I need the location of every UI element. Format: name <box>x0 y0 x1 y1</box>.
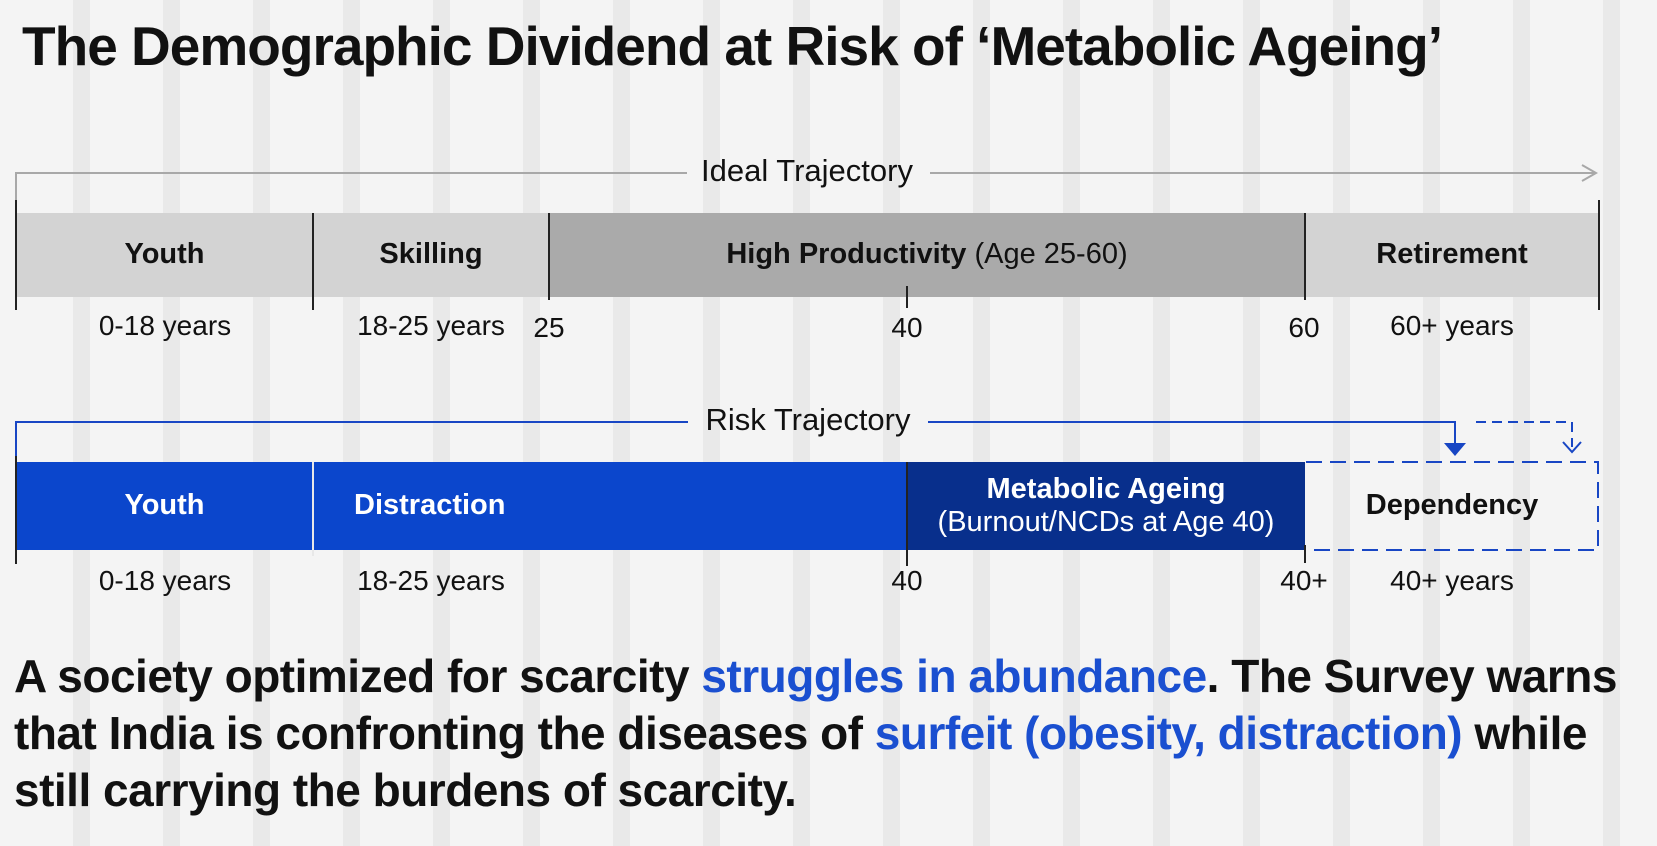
risk-youth-range: 0-18 years <box>98 565 232 596</box>
risk-tick-40-plus <box>1304 545 1306 563</box>
risk-segment-youth: Youth <box>16 462 313 550</box>
ideal-divider-60 <box>1304 213 1306 300</box>
page-title: The Demographic Dividend at Risk of ‘Met… <box>22 15 1443 77</box>
risk-divider-40 <box>906 462 908 566</box>
ideal-segment-youth: Youth <box>16 213 313 297</box>
ideal-tick-60-label: 60 <box>1288 312 1320 343</box>
ideal-divider-25 <box>548 213 550 300</box>
summary-text-3: while still carrying the burdens of scar… <box>14 707 1587 816</box>
high-productivity-note: (Age 25-60) <box>974 238 1128 271</box>
risk-segment-distraction-label: Distraction <box>354 489 506 522</box>
risk-divider-start <box>15 456 17 564</box>
summary-text-1: A society optimized for scarcity <box>14 650 702 702</box>
risk-segment-dependency-label: Dependency <box>1365 489 1539 522</box>
ideal-tick-40-label: 40 <box>891 312 923 343</box>
ideal-segment-skilling-label: Skilling <box>379 238 483 271</box>
risk-distraction-range: 18-25 years <box>357 565 505 596</box>
ideal-segment-skilling: Skilling <box>313 213 549 297</box>
summary-highlight-surfeit: surfeit (obesity, distraction) <box>874 707 1463 759</box>
ideal-divider-end <box>1598 200 1600 310</box>
ideal-tick-40 <box>906 286 908 308</box>
ideal-segment-retirement: Retirement <box>1305 213 1599 297</box>
risk-segment-youth-label: Youth <box>124 489 205 522</box>
risk-divider-18 <box>312 462 314 556</box>
risk-segment-dependency: Dependency <box>1306 462 1598 550</box>
ideal-retirement-range: 60+ years <box>1390 310 1514 341</box>
ideal-segment-retirement-label: Retirement <box>1376 238 1528 271</box>
risk-segment-distraction: Distraction <box>313 462 907 550</box>
ideal-divider-start <box>15 200 17 310</box>
metabolic-ageing-note: (Burnout/NCDs at Age 40) <box>937 506 1275 538</box>
ideal-skilling-range: 18-25 years <box>357 310 505 341</box>
ideal-trajectory-label: Ideal Trajectory <box>701 153 913 188</box>
high-productivity-label: High Productivity <box>726 238 967 271</box>
ideal-segment-youth-label: Youth <box>124 238 205 271</box>
ideal-divider-18 <box>312 213 314 310</box>
summary-paragraph: A society optimized for scarcity struggl… <box>14 648 1654 819</box>
risk-dependency-range: 40+ years <box>1390 565 1514 596</box>
risk-segment-metabolic-ageing: Metabolic Ageing (Burnout/NCDs at Age 40… <box>907 462 1305 550</box>
risk-trajectory-label: Risk Trajectory <box>705 402 911 437</box>
summary-text-2: . The Survey warns that India is confron… <box>14 650 1617 759</box>
risk-tick-40-plus-label: 40+ <box>1280 565 1328 596</box>
ideal-tick-25-label: 25 <box>533 312 565 343</box>
summary-highlight-abundance: struggles in abundance <box>701 650 1207 702</box>
metabolic-ageing-label: Metabolic Ageing <box>986 472 1226 505</box>
ideal-segment-high-productivity: High Productivity (Age 25-60) <box>549 213 1305 297</box>
ideal-youth-range: 0-18 years <box>98 310 232 341</box>
risk-tick-40-label: 40 <box>891 565 923 596</box>
